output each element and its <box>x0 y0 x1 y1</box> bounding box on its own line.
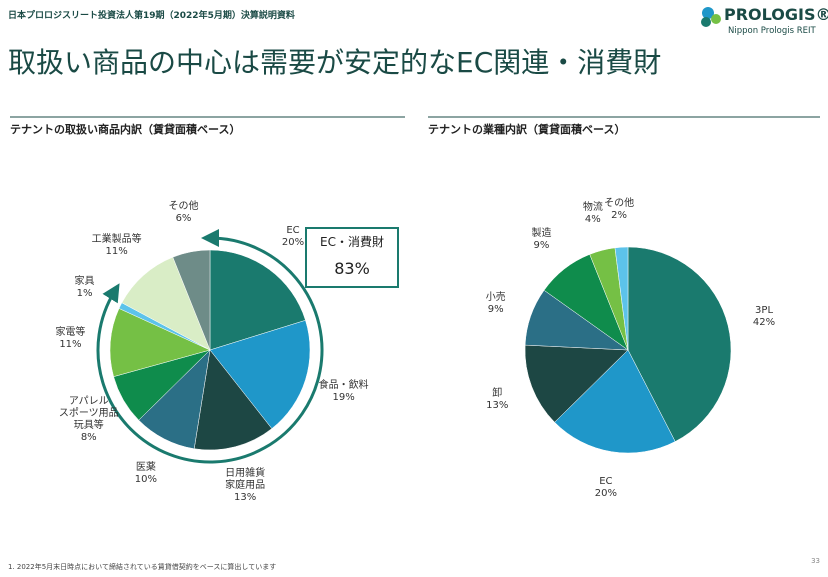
logo: PROLOGIS® <box>724 5 828 24</box>
chart-title: テナントの業種内訳（賃貸面積ベース） <box>428 122 625 136</box>
slice-label: 物流 4% <box>583 202 603 226</box>
slide-title: 取扱い商品の中心は需要が安定的なEC関連・消費財 <box>8 46 661 79</box>
slice-label: 家具 1% <box>75 276 95 300</box>
slice-label: 日用雑貨 家庭用品 13% <box>225 468 265 504</box>
slice-category: アパレル スポーツ用品 玩具等 <box>58 396 119 431</box>
slice-value: 11% <box>59 338 82 350</box>
slice-value: 1% <box>76 287 93 299</box>
slice-label: その他 6% <box>169 201 199 225</box>
slice-value: 4% <box>584 214 601 226</box>
pie-slice <box>109 308 211 377</box>
slice-label: 工業製品等 11% <box>92 234 142 258</box>
logo-sub: Nippon Prologis REIT <box>728 26 817 36</box>
slice-label: 食品・飲料 19% <box>319 380 369 404</box>
slice-value: 9% <box>533 239 550 251</box>
pie-slice <box>209 249 306 351</box>
logo-icon <box>701 7 721 27</box>
slice-label: 3PL 42% <box>753 305 775 329</box>
slice-category: EC <box>599 476 613 488</box>
slice-label: 医薬 10% <box>135 462 157 486</box>
slice-category: 工業製品等 <box>91 233 142 245</box>
pie-slice <box>193 349 273 451</box>
callout-value: 83% <box>334 259 370 278</box>
pie-slice <box>209 319 311 429</box>
slice-value: 19% <box>332 391 355 403</box>
slice-value: 20% <box>281 237 305 249</box>
slice-label: EC 20% <box>282 225 304 249</box>
slice-label: その他 2% <box>604 198 634 222</box>
slice-value: 42% <box>752 316 776 328</box>
footnote: 1. 2022年5月末日時点において締結されている賃貸借契約をベースに算出してい… <box>8 562 276 571</box>
slice-category: その他 <box>604 198 635 210</box>
doc-title: 日本プロロジスリート投資法人第19期（2022年5月期）決算説明資料 <box>8 9 295 21</box>
slice-value: 6% <box>175 212 192 224</box>
pie-slice <box>614 246 629 351</box>
slice-category: 製造 <box>531 227 552 239</box>
slice-label: 卸 13% <box>486 388 508 412</box>
callout-text: EC・消費財 <box>320 234 384 249</box>
chart-title: テナントの取扱い商品内訳（賃貸面積ベース） <box>10 122 240 136</box>
slice-value: 2% <box>611 210 628 222</box>
slice-category: 家電等 <box>55 326 86 338</box>
callout-box <box>305 227 399 288</box>
page-number: 33 <box>811 557 820 565</box>
slice-label: 家電等 11% <box>55 327 85 351</box>
slice-value: 11% <box>105 245 128 257</box>
slice-label: アパレル スポーツ用品 玩具等 8% <box>59 396 119 444</box>
callout-arc <box>96 229 324 464</box>
slice-category: 家具 <box>74 275 95 287</box>
slice-category: EC <box>286 225 300 237</box>
slice-value: 13% <box>486 399 509 411</box>
slice-value: 20% <box>594 488 617 500</box>
slice-label: 製造 9% <box>531 228 551 252</box>
pie-slice <box>524 344 629 423</box>
slice-category: 医薬 <box>135 462 156 474</box>
slice-category: 3PL <box>755 304 774 316</box>
slice-value: 13% <box>234 491 257 503</box>
slice-category: 小売 <box>485 292 506 304</box>
slice-category: 日用雑貨 家庭用品 <box>225 467 266 491</box>
slice-category: 物流 <box>582 202 603 214</box>
slice-value: 8% <box>80 432 97 443</box>
slice-category: その他 <box>168 200 199 212</box>
pie-slice <box>627 246 732 442</box>
slice-label: 小売 9% <box>486 292 506 316</box>
slice-value: 9% <box>487 304 504 316</box>
slice-category: 食品・飲料 <box>318 379 369 391</box>
slice-label: EC 20% <box>595 476 617 500</box>
pie-slice <box>554 349 676 454</box>
slice-category: 卸 <box>492 387 503 399</box>
slice-value: 10% <box>134 474 157 486</box>
